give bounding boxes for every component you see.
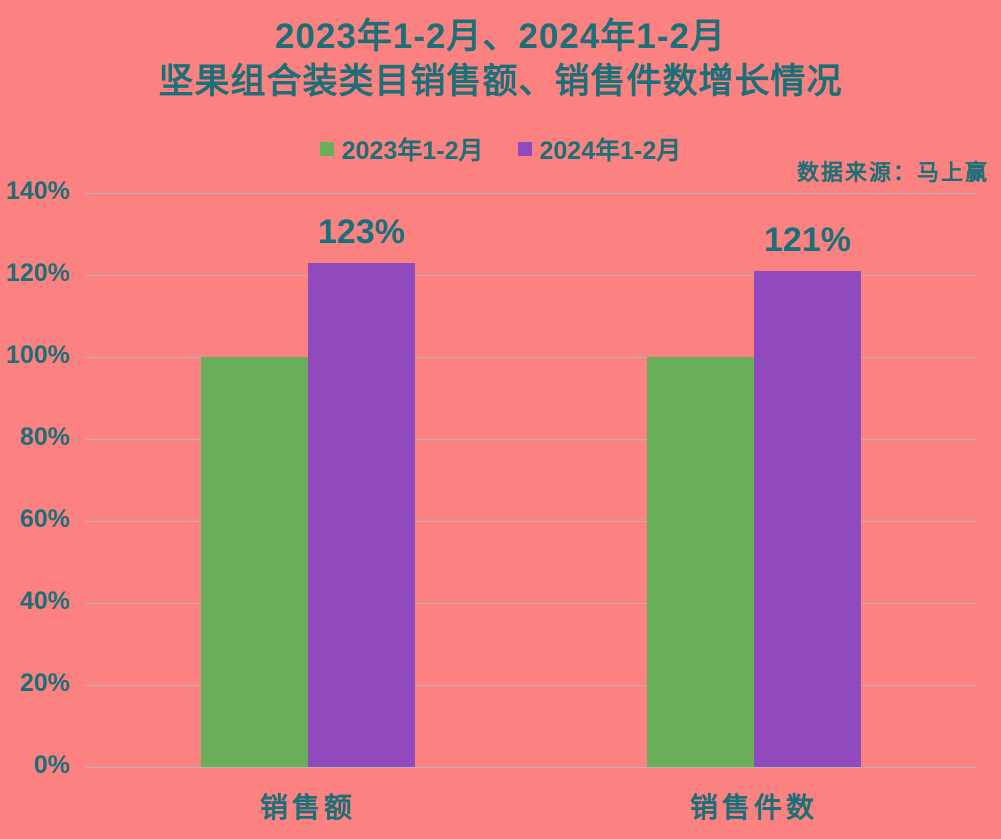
gridline: [85, 520, 977, 522]
y-axis-tick-label: 100%: [6, 341, 70, 369]
y-axis-tick-label: 80%: [19, 423, 70, 451]
gridline: [85, 356, 977, 358]
gridline: [85, 274, 977, 276]
legend-item-2024: 2024年1-2月: [517, 131, 682, 167]
bar-2024年1-2月-销售件数: [754, 270, 861, 767]
chart-title-line1: 2023年1-2月、2024年1-2月: [275, 17, 726, 56]
chart-title-line2: 坚果组合装类目销售额、销售件数增长情况: [158, 62, 843, 101]
gridline: [85, 192, 977, 194]
legend-item-2023: 2023年1-2月: [319, 131, 484, 167]
bar-value-label: 123%: [318, 212, 405, 251]
y-axis-tick-label: 140%: [6, 177, 70, 205]
gridline: [85, 766, 977, 768]
category-axis-label: 销售件数: [689, 792, 818, 823]
legend-swatch-2024: [517, 142, 532, 156]
y-axis-tick-label: 40%: [19, 587, 70, 615]
bar-2023年1-2月-销售额: [201, 357, 308, 767]
chart-title: 2023年1-2月、2024年1-2月 坚果组合装类目销售额、销售件数增长情况: [0, 14, 1001, 104]
legend-label-2024: 2024年1-2月: [539, 137, 682, 165]
bar-2024年1-2月-销售额: [308, 262, 415, 767]
gridline: [85, 602, 977, 604]
category-axis-label: 销售额: [259, 792, 356, 823]
bar-2023年1-2月-销售件数: [647, 357, 754, 767]
y-axis-tick-label: 60%: [19, 505, 70, 533]
gridline: [85, 438, 977, 440]
y-axis-tick-label: 0%: [33, 751, 70, 779]
legend-swatch-2023: [319, 142, 334, 156]
legend: 2023年1-2月 2024年1-2月: [0, 131, 1001, 167]
data-source-note: 数据来源：马上赢: [796, 160, 989, 185]
gridline: [85, 684, 977, 686]
legend-label-2023: 2023年1-2月: [341, 137, 484, 165]
y-axis-tick-label: 120%: [6, 259, 70, 287]
bar-value-label: 121%: [764, 220, 851, 259]
y-axis-tick-label: 20%: [19, 669, 70, 697]
